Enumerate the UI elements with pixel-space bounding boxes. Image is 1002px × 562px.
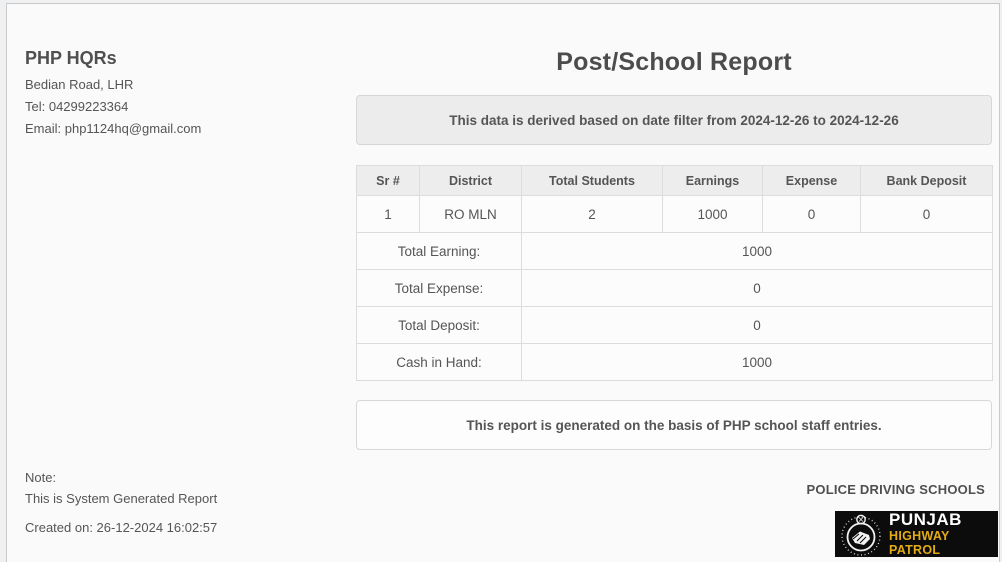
total-earning-row: Total Earning: 1000 [356, 232, 993, 270]
total-expense-label: Total Expense: [356, 269, 522, 307]
total-earning-value: 1000 [521, 232, 993, 270]
org-email: Email: php1124hq@gmail.com [25, 121, 202, 136]
logo-line2: HIGHWAY PATROL [889, 529, 950, 557]
basis-banner-text: This report is generated on the basis of… [466, 417, 882, 433]
col-header-total-students: Total Students [521, 165, 663, 196]
col-header-earnings: Earnings [662, 165, 763, 196]
created-on-text: Created on: 26-12-2024 16:02:57 [25, 520, 218, 535]
note-text: This is System Generated Report [25, 491, 218, 506]
note-label: Note: [25, 470, 57, 485]
col-header-bank-deposit: Bank Deposit [860, 165, 993, 196]
punjab-highway-patrol-logo: PUNJAB HIGHWAY PATROL [835, 511, 998, 557]
total-deposit-row: Total Deposit: 0 [356, 306, 993, 344]
cell-district: RO MLN [419, 195, 522, 233]
cash-in-hand-label: Cash in Hand: [356, 343, 522, 381]
cash-in-hand-value: 1000 [521, 343, 993, 381]
footer-note: Note: This is System Generated Report Cr… [25, 471, 217, 542]
report-content: Post/School Report This data is derived … [356, 48, 993, 450]
district-report-table: Sr # District Total Students Earnings Ex… [356, 165, 993, 381]
page-frame: PHP HQRs Bedian Road, LHR Tel: 042992233… [6, 3, 1000, 562]
col-header-district: District [419, 165, 522, 196]
date-filter-banner: This data is derived based on date filte… [356, 95, 992, 145]
org-header: PHP HQRs Bedian Road, LHR Tel: 042992233… [25, 48, 201, 135]
total-deposit-value: 0 [521, 306, 993, 344]
cell-expense: 0 [762, 195, 861, 233]
org-address: Bedian Road, LHR [25, 77, 134, 92]
cell-sr: 1 [356, 195, 420, 233]
cell-total-students: 2 [521, 195, 663, 233]
cash-in-hand-row: Cash in Hand: 1000 [356, 343, 993, 381]
total-expense-value: 0 [521, 269, 993, 307]
cell-bank-deposit: 0 [860, 195, 993, 233]
handshake-seal-icon [841, 514, 881, 556]
date-filter-text: This data is derived based on date filte… [449, 112, 899, 128]
logo-text: PUNJAB HIGHWAY PATROL [889, 510, 992, 558]
page-title: Post/School Report [556, 48, 792, 76]
logo-line1: PUNJAB [889, 510, 962, 529]
table-row: 1 RO MLN 2 1000 0 0 [356, 195, 993, 233]
col-header-expense: Expense [762, 165, 861, 196]
total-expense-row: Total Expense: 0 [356, 269, 993, 307]
org-name: PHP HQRs [25, 48, 117, 68]
total-deposit-label: Total Deposit: [356, 306, 522, 344]
col-header-sr: Sr # [356, 165, 420, 196]
org-tel: Tel: 04299223364 [25, 99, 129, 114]
cell-earnings: 1000 [662, 195, 763, 233]
police-driving-schools-label: POLICE DRIVING SCHOOLS [806, 482, 985, 497]
total-earning-label: Total Earning: [356, 232, 522, 270]
table-header-row: Sr # District Total Students Earnings Ex… [356, 165, 993, 196]
basis-banner: This report is generated on the basis of… [356, 400, 992, 450]
